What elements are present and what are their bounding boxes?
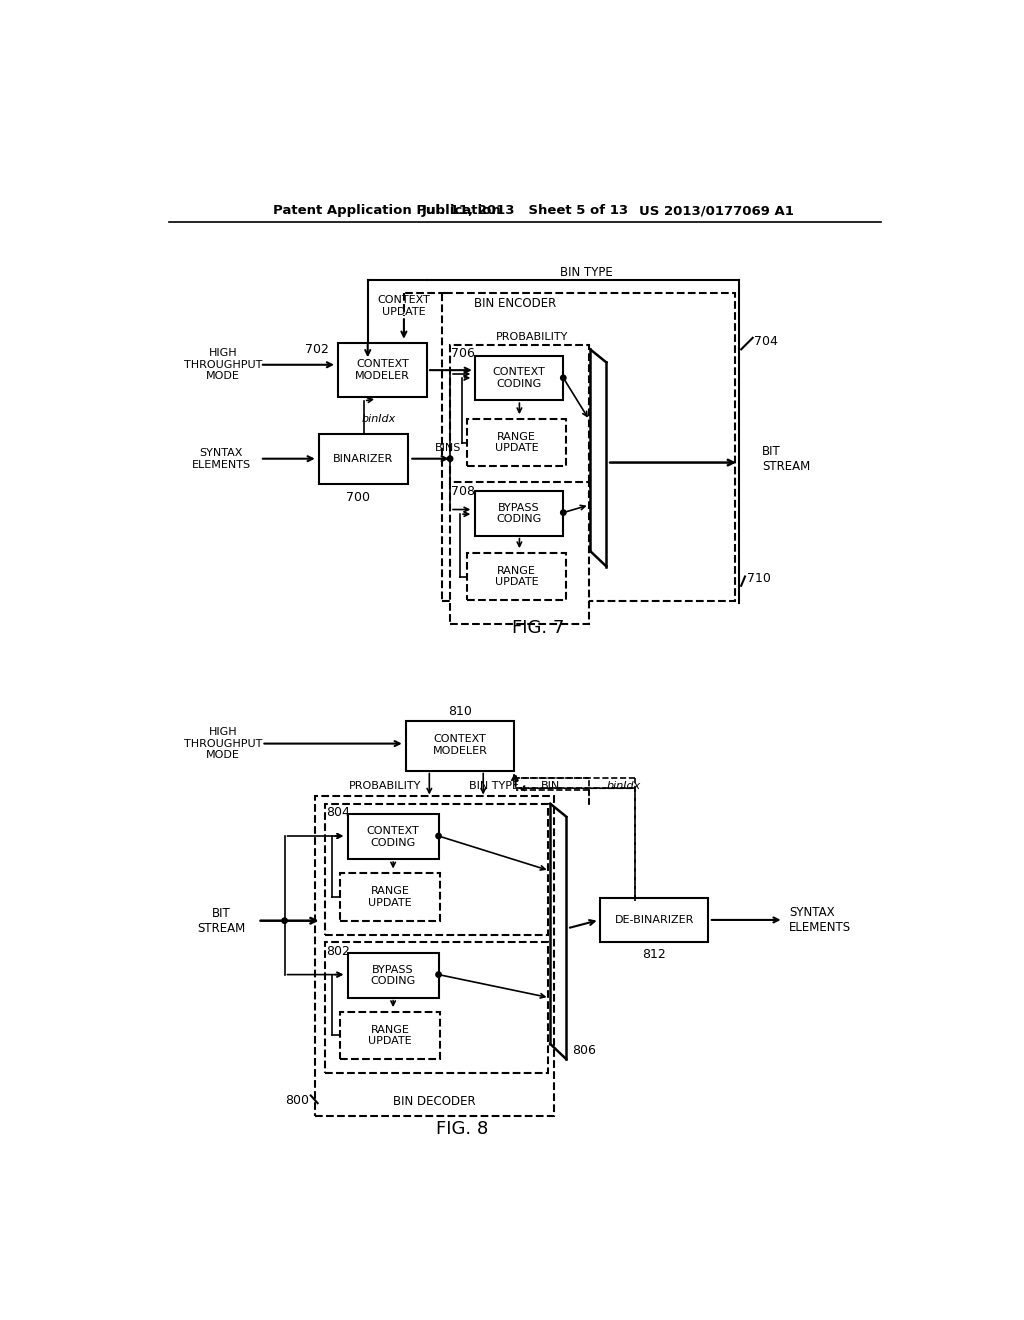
Text: 706: 706 (451, 347, 475, 360)
Bar (407, 721, 514, 771)
Text: BINS: BINS (435, 444, 461, 453)
Bar (442, 293, 735, 601)
Bar (475, 355, 563, 400)
Text: US 2013/0177069 A1: US 2013/0177069 A1 (639, 205, 794, 218)
Bar (315, 796, 554, 1115)
Text: PROBABILITY: PROBABILITY (348, 781, 421, 791)
Text: BIN TYPE: BIN TYPE (469, 781, 519, 791)
Text: 702: 702 (305, 343, 330, 356)
Text: 802: 802 (326, 945, 350, 958)
Bar (600, 898, 708, 942)
Text: RANGE
UPDATE: RANGE UPDATE (495, 432, 539, 453)
Text: FIG. 8: FIG. 8 (435, 1119, 487, 1138)
Text: BIN TYPE: BIN TYPE (560, 265, 612, 279)
Text: 804: 804 (326, 807, 350, 820)
Text: BYPASS
CODING: BYPASS CODING (371, 965, 416, 986)
Text: 800: 800 (286, 1093, 309, 1106)
Bar (340, 1011, 440, 1059)
Text: DE-BINARIZER: DE-BINARIZER (614, 915, 694, 925)
Bar (475, 491, 563, 536)
Text: CONTEXT
UPDATE: CONTEXT UPDATE (378, 296, 430, 317)
Text: CONTEXT
CODING: CONTEXT CODING (493, 367, 545, 388)
Text: BIT
STREAM: BIT STREAM (198, 907, 246, 935)
Text: FIG. 7: FIG. 7 (512, 619, 565, 638)
Text: 704: 704 (755, 335, 778, 348)
Text: HIGH
THROUGHPUT
MODE: HIGH THROUGHPUT MODE (183, 727, 262, 760)
Text: binIdx: binIdx (361, 413, 395, 424)
Text: RANGE
UPDATE: RANGE UPDATE (495, 566, 539, 587)
Text: CONTEXT
MODELER: CONTEXT MODELER (355, 359, 410, 381)
Bar (467, 553, 565, 601)
Text: Patent Application Publication: Patent Application Publication (273, 205, 501, 218)
Bar (340, 873, 440, 921)
Text: 710: 710 (746, 572, 770, 585)
Text: CONTEXT
MODELER: CONTEXT MODELER (433, 734, 487, 756)
Bar (319, 434, 408, 484)
Bar (348, 814, 438, 859)
Text: BINARIZER: BINARIZER (333, 454, 393, 463)
Text: BIN ENCODER: BIN ENCODER (474, 297, 557, 310)
Bar (348, 953, 438, 998)
Circle shape (560, 375, 566, 380)
Text: SYNTAX
ELEMENTS: SYNTAX ELEMENTS (788, 906, 851, 935)
Circle shape (436, 833, 441, 838)
Text: PROBABILITY: PROBABILITY (497, 333, 568, 342)
Text: BIN DECODER: BIN DECODER (393, 1096, 476, 1109)
Text: binIdx: binIdx (606, 781, 640, 791)
Text: Jul. 11, 2013   Sheet 5 of 13: Jul. 11, 2013 Sheet 5 of 13 (422, 205, 629, 218)
Text: 812: 812 (642, 948, 666, 961)
Bar (325, 942, 548, 1073)
Text: 700: 700 (346, 491, 370, 504)
Bar (451, 345, 589, 487)
Text: CONTEXT
CODING: CONTEXT CODING (367, 826, 420, 847)
Text: BIT
STREAM: BIT STREAM (762, 445, 810, 473)
Circle shape (436, 972, 441, 977)
Text: RANGE
UPDATE: RANGE UPDATE (369, 886, 412, 908)
Bar (467, 418, 565, 466)
Circle shape (560, 510, 566, 515)
Bar (339, 343, 427, 397)
Text: BYPASS
CODING: BYPASS CODING (496, 503, 542, 524)
Bar (451, 482, 589, 624)
Text: 806: 806 (572, 1044, 596, 1056)
Text: 708: 708 (451, 484, 475, 498)
Text: BIN: BIN (541, 781, 560, 791)
Text: SYNTAX
ELEMENTS: SYNTAX ELEMENTS (191, 447, 251, 470)
Text: RANGE
UPDATE: RANGE UPDATE (369, 1024, 412, 1047)
Text: HIGH
THROUGHPUT
MODE: HIGH THROUGHPUT MODE (183, 348, 262, 381)
Bar (325, 804, 548, 935)
Circle shape (447, 455, 453, 462)
Circle shape (282, 917, 288, 924)
Text: 810: 810 (449, 705, 472, 718)
